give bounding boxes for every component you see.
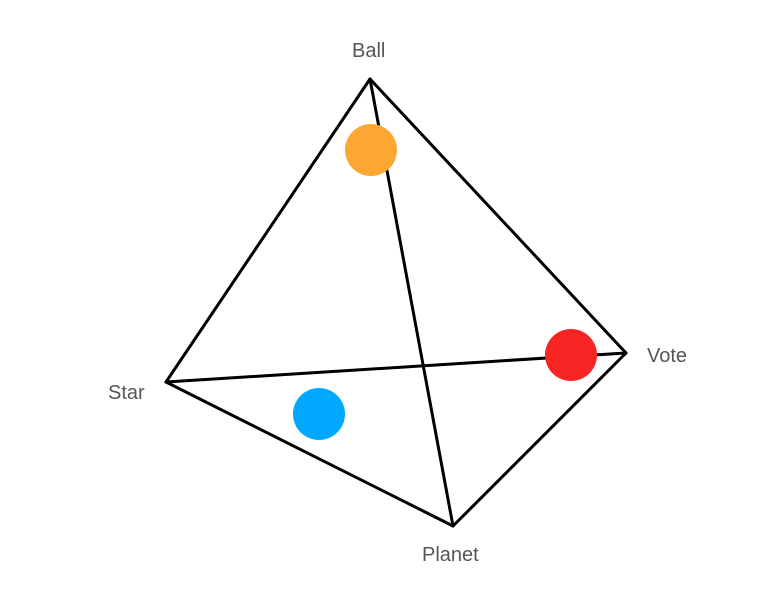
- vertex-label-vote: Vote: [647, 345, 688, 367]
- blue-marker: [293, 388, 345, 440]
- vertex-label-star: Star: [108, 382, 145, 404]
- vertex-label-planet: Planet: [422, 544, 479, 566]
- edge-ball-vote: [368, 77, 628, 355]
- red-marker: [545, 329, 597, 381]
- edge-vote-planet: [451, 351, 628, 528]
- vertex-label-ball: Ball: [352, 40, 386, 62]
- edge-ball-star: [164, 77, 372, 384]
- markers: [293, 124, 597, 440]
- orange-marker: [345, 124, 397, 176]
- edge-star-planet: [164, 380, 455, 528]
